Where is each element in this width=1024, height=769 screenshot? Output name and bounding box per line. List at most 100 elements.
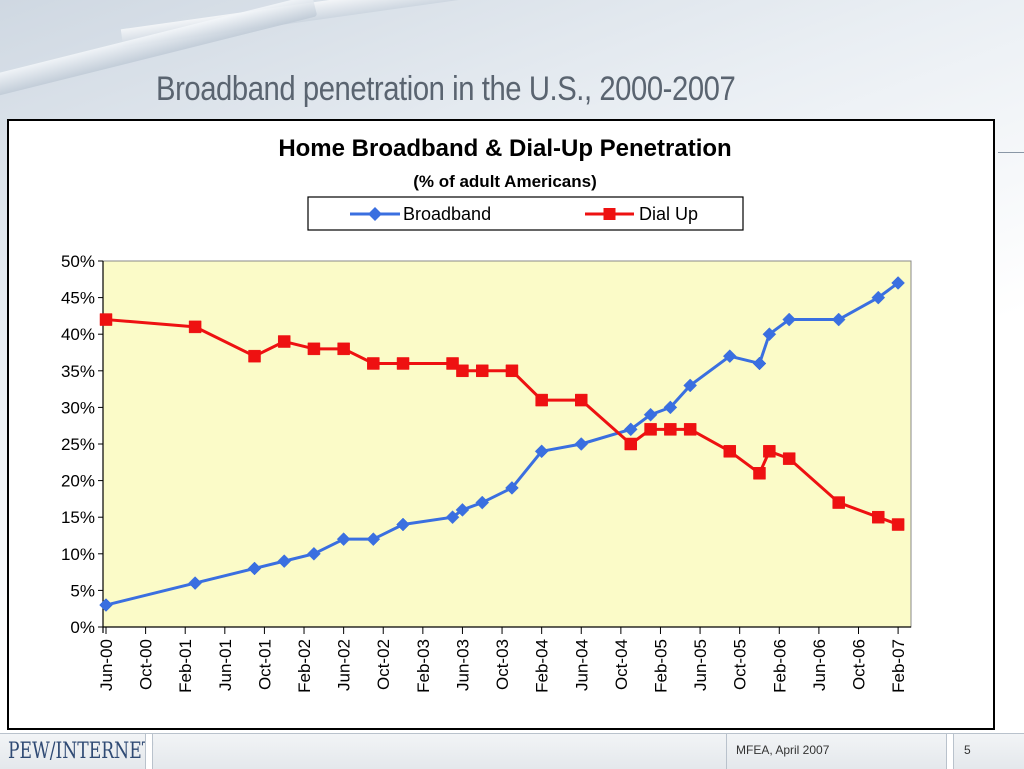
data-point-dial-up [307, 342, 321, 356]
data-point-broadband [307, 546, 321, 561]
data-point-broadband [623, 422, 638, 437]
x-tick-label: Jun-00 [97, 639, 116, 691]
data-point-broadband [534, 444, 549, 459]
legend: Broadband Dial Up [307, 196, 744, 231]
legend-item-dialup: Dial Up [585, 204, 698, 224]
y-tick-label: 0% [70, 618, 95, 637]
x-tick-label: Feb-07 [889, 639, 908, 693]
x-tick-label: Feb-06 [770, 639, 789, 693]
data-point-dial-up [664, 423, 677, 436]
data-point-broadband [891, 276, 905, 290]
data-point-broadband [366, 532, 381, 547]
y-tick-label: 20% [61, 472, 95, 491]
data-point-dial-up [456, 364, 469, 378]
footer-event-text: MFEA, April 2007 [736, 743, 830, 757]
y-tick-label: 10% [61, 545, 95, 564]
footer-divider [946, 734, 954, 769]
legend-dialup-label: Dial Up [639, 204, 698, 224]
data-point-dial-up [763, 445, 776, 458]
data-point-broadband [455, 503, 470, 517]
data-point-dial-up [872, 510, 885, 524]
x-tick-label: Jun-02 [335, 639, 354, 691]
y-tick-label: 15% [61, 508, 95, 527]
x-tick-label: Oct-04 [612, 639, 631, 690]
data-point-broadband [99, 598, 113, 612]
data-point-dial-up [248, 349, 261, 363]
plot-area [102, 260, 912, 628]
series-layer [99, 276, 905, 612]
data-point-dial-up [277, 335, 291, 348]
page-number: 5 [964, 743, 971, 757]
x-tick-label: Oct-00 [137, 639, 156, 690]
x-tick-label: Jun-06 [810, 639, 829, 691]
y-tick-label: 45% [61, 289, 95, 308]
chart-container: Home Broadband & Dial-Up Penetration (% … [7, 119, 995, 730]
x-tick-label: Feb-03 [414, 639, 433, 693]
data-point-broadband [722, 349, 737, 364]
data-point-broadband [247, 561, 262, 576]
x-tick-label: Feb-01 [176, 639, 195, 693]
data-point-dial-up [188, 320, 202, 334]
x-tick-label: Jun-04 [572, 639, 591, 691]
x-tick-label: Feb-04 [533, 639, 552, 693]
x-tick-label: Oct-06 [849, 639, 868, 690]
data-point-broadband [505, 481, 519, 495]
line-chart: Home Broadband & Dial-Up Penetration (% … [61, 135, 912, 693]
legend-dialup-marker [603, 208, 616, 220]
x-tick-label: Jun-01 [216, 639, 235, 691]
data-point-dial-up [475, 364, 489, 378]
data-point-dial-up [505, 364, 519, 378]
y-tick-label: 5% [70, 581, 95, 600]
data-point-dial-up [535, 393, 548, 407]
legend-broadband-label: Broadband [403, 204, 491, 224]
data-point-broadband [752, 356, 767, 371]
x-tick-label: Oct-02 [374, 639, 393, 690]
data-point-dial-up [644, 423, 657, 436]
data-point-broadband [762, 327, 777, 342]
y-tick-label: 35% [61, 362, 95, 381]
data-point-broadband [831, 312, 846, 327]
data-point-dial-up [624, 437, 638, 451]
data-point-broadband [663, 400, 678, 415]
data-point-dial-up [683, 423, 697, 436]
pew-internet-logo: PEW/INTERNET [8, 737, 153, 765]
y-tick-label: 30% [61, 398, 95, 417]
legend-broadband-marker [368, 207, 382, 221]
logo-text: PEW/INTERNET [8, 738, 154, 764]
footer-bar: PEW/INTERNET MFEA, April 2007 5 [0, 733, 1024, 769]
data-point-broadband [336, 532, 351, 547]
data-point-broadband [643, 407, 658, 422]
data-point-broadband [683, 378, 698, 393]
x-tick-label: Oct-05 [731, 639, 750, 690]
data-point-broadband [782, 312, 797, 327]
x-tick-label: Feb-05 [651, 639, 670, 693]
data-point-broadband [396, 517, 410, 532]
data-point-dial-up [891, 518, 905, 531]
decorative-rule [998, 152, 1024, 153]
x-tick-label: Jun-05 [691, 639, 710, 691]
data-point-dial-up [99, 313, 113, 326]
y-tick-label: 40% [61, 325, 95, 344]
data-point-dial-up [396, 357, 410, 370]
slide-title: Broadband penetration in the U.S., 2000-… [156, 70, 736, 108]
data-point-dial-up [337, 342, 350, 356]
y-axis: 0% 5% 10% 15% 20% 25% 30% 35% 40% 45% 50% [61, 252, 104, 637]
chart-title: Home Broadband & Dial-Up Penetration [278, 135, 731, 162]
x-axis: Jun-00 Oct-00 Feb-01 Jun-01 Oct-01 Feb-02 Jun-… [97, 626, 911, 693]
data-point-dial-up [367, 357, 380, 370]
series-broadband [99, 276, 905, 612]
chart-subtitle: (% of adult Americans) [413, 172, 597, 191]
data-point-broadband [475, 495, 490, 510]
data-point-dial-up [723, 445, 737, 458]
data-point-broadband [445, 510, 460, 525]
series-dial-up [99, 313, 905, 531]
data-point-broadband [188, 576, 202, 590]
data-point-broadband [574, 437, 589, 451]
data-point-dial-up [575, 393, 588, 407]
x-tick-label: Oct-01 [255, 639, 274, 690]
y-tick-label: 25% [61, 435, 95, 454]
data-point-dial-up [832, 496, 845, 509]
legend-item-broadband: Broadband [350, 204, 491, 224]
data-point-dial-up [753, 467, 766, 480]
data-point-broadband [277, 554, 292, 568]
